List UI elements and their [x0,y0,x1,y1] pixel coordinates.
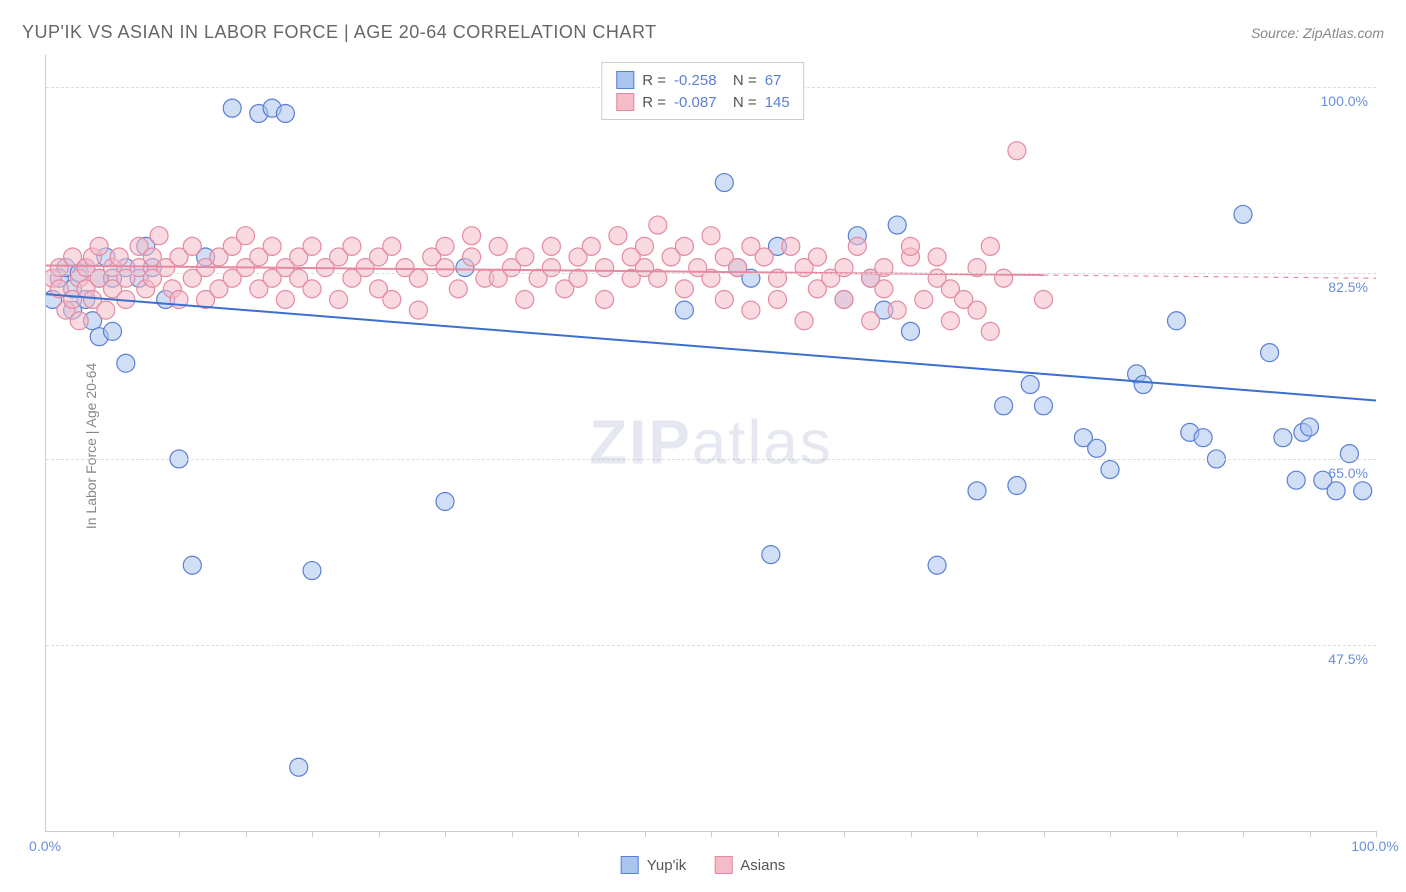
x-tick [1243,831,1244,837]
legend-r-label: R = [642,94,666,111]
swatch-asians [616,93,634,111]
legend-item: Yup'ik [621,856,687,874]
x-tick [312,831,313,837]
y-tick-label: 47.5% [1328,651,1368,667]
gridline [46,645,1376,646]
series-legend: Yup'ik Asians [621,856,786,874]
x-tick [113,831,114,837]
gridline [46,273,1376,274]
x-tick [179,831,180,837]
scatter-svg [46,55,1376,831]
x-tick [778,831,779,837]
y-tick-label: 100.0% [1321,93,1368,109]
x-tick-label: 100.0% [1351,838,1398,854]
x-tick [977,831,978,837]
legend-label: Yup'ik [647,857,687,874]
legend-r-label: R = [642,72,666,89]
plot-area: ZIPatlas 47.5%65.0%82.5%100.0% [45,55,1376,832]
correlation-legend: R = -0.258 N = 67 R = -0.087 N = 145 [601,62,804,120]
chart-source: Source: ZipAtlas.com [1251,25,1384,41]
x-tick-label: 0.0% [29,838,61,854]
legend-n-value-yupik: 67 [765,72,782,89]
legend-row-asians: R = -0.087 N = 145 [616,91,789,113]
legend-n-label: N = [725,94,757,111]
x-tick [246,831,247,837]
x-tick [379,831,380,837]
x-tick [1310,831,1311,837]
x-tick [1110,831,1111,837]
x-tick [645,831,646,837]
y-tick-label: 65.0% [1328,465,1368,481]
legend-row-yupik: R = -0.258 N = 67 [616,69,789,91]
legend-r-value-asians: -0.087 [674,94,717,111]
legend-n-label: N = [725,72,757,89]
x-tick [445,831,446,837]
legend-swatch [714,856,732,874]
x-tick [1376,831,1377,837]
legend-n-value-asians: 145 [765,94,790,111]
chart-header: YUP'IK VS ASIAN IN LABOR FORCE | AGE 20-… [22,22,1384,43]
legend-item: Asians [714,856,785,874]
chart-container: YUP'IK VS ASIAN IN LABOR FORCE | AGE 20-… [0,0,1406,892]
x-tick [911,831,912,837]
legend-swatch [621,856,639,874]
x-tick [844,831,845,837]
swatch-yupik [616,71,634,89]
legend-r-value-yupik: -0.258 [674,72,717,89]
x-tick [1044,831,1045,837]
x-tick [711,831,712,837]
x-tick [578,831,579,837]
chart-title: YUP'IK VS ASIAN IN LABOR FORCE | AGE 20-… [22,22,657,43]
x-tick [512,831,513,837]
y-tick-label: 82.5% [1328,279,1368,295]
legend-label: Asians [740,857,785,874]
x-tick [1177,831,1178,837]
gridline [46,459,1376,460]
